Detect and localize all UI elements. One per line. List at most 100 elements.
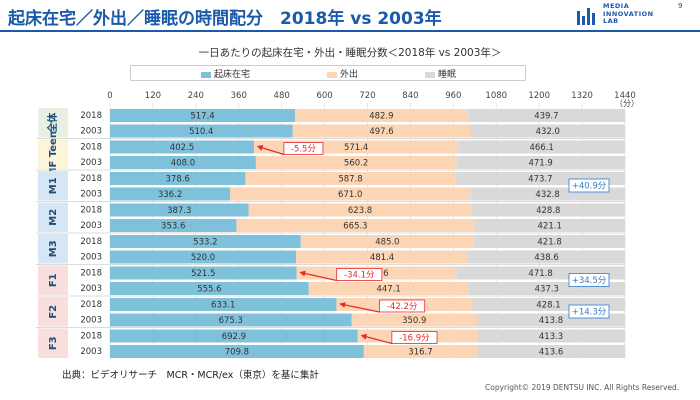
year-label: 2003	[80, 127, 102, 137]
data-label: 438.6	[534, 253, 558, 263]
year-label: 2018	[80, 143, 102, 153]
bar-out	[292, 124, 471, 138]
page-number: 9	[678, 2, 683, 10]
bar-wake-home	[110, 140, 254, 154]
data-label: 473.7	[528, 175, 552, 185]
bar-sleep	[477, 345, 626, 358]
data-label: 421.8	[537, 238, 561, 248]
data-label: 520.0	[191, 253, 215, 263]
data-label: 675.3	[219, 316, 243, 326]
legend-swatch	[327, 71, 337, 78]
group-label: MF Teen	[48, 131, 59, 177]
bar-wake-home	[110, 156, 256, 169]
x-tick-label: 1440	[614, 91, 636, 101]
bar-out	[295, 250, 469, 264]
year-label: 2003	[80, 158, 102, 168]
year-label: 2018	[80, 237, 102, 247]
bar-wake-home	[110, 203, 249, 217]
data-label: 482.9	[369, 112, 393, 122]
logo-text: MEDIA INNOVATION LAB	[603, 2, 654, 25]
year-label: 2003	[80, 347, 102, 357]
chart-title: 一日あたりの起床在宅・外出・睡眠分数＜2018年 vs 2003年＞	[198, 47, 502, 59]
bar-wake-home	[110, 187, 231, 201]
group-label: 全体	[46, 112, 59, 134]
data-label: 413.8	[539, 316, 563, 326]
group-label: F2	[48, 305, 59, 319]
data-label: 413.6	[539, 348, 563, 358]
year-label: 2018	[80, 174, 102, 184]
bar-wake-home	[110, 298, 337, 311]
group-label-box	[38, 328, 68, 358]
bar-wake-home	[110, 313, 352, 327]
bar-out	[351, 313, 478, 327]
change-arrow	[299, 270, 337, 282]
change-arrow	[339, 302, 380, 313]
group-label-box	[38, 139, 68, 169]
bar-wake-home	[110, 109, 296, 122]
data-label: 497.6	[369, 127, 393, 137]
data-label: 671.0	[338, 190, 362, 200]
data-label: 560.2	[344, 159, 368, 169]
data-label: 413.3	[539, 332, 563, 342]
x-tick-label: 960	[445, 91, 461, 101]
bar-wake-home	[110, 266, 297, 280]
data-label: 665.3	[343, 222, 367, 232]
x-tick-label: 120	[145, 91, 161, 101]
year-label: 2003	[80, 253, 102, 263]
sleep-change-badge	[568, 273, 610, 287]
data-label: 439.7	[534, 112, 558, 122]
group-label: M1	[48, 177, 59, 194]
legend-item-out: 外出	[327, 67, 358, 80]
group-label-box	[38, 171, 68, 201]
x-tick-label: 1320	[571, 91, 593, 101]
year-label: 2003	[80, 221, 102, 231]
legend-item-wake-home: 起床在宅	[201, 67, 250, 80]
bar-sleep	[456, 156, 626, 169]
bar-wake-home	[110, 282, 309, 295]
bar-wake-home	[110, 124, 293, 138]
page-title: 起床在宅／外出／睡眠の時間配分 2018年 vs 2003年	[8, 9, 442, 29]
chart-legend: 起床在宅 外出 睡眠	[130, 65, 526, 81]
x-tick-label: 480	[274, 91, 290, 101]
year-label: 2003	[80, 190, 102, 200]
change-badge	[379, 299, 426, 313]
bar-sleep	[471, 203, 625, 217]
bar-out	[245, 172, 456, 185]
data-label: 402.5	[170, 143, 194, 153]
data-label: 587.8	[338, 175, 362, 185]
data-label: 481.4	[370, 253, 394, 263]
x-tick-label: 0	[107, 91, 112, 101]
data-label: 353.6	[161, 222, 185, 232]
group-label-box	[38, 234, 68, 264]
group-label-box	[38, 108, 68, 138]
change-badge	[336, 268, 383, 281]
data-label: 421.1	[538, 222, 562, 232]
legend-swatch	[425, 71, 435, 78]
x-tick-label: 360	[231, 91, 247, 101]
sleep-change-badge	[568, 178, 610, 193]
data-label: 428.1	[536, 301, 560, 311]
data-label: 633.1	[211, 301, 235, 311]
bar-wake-home	[110, 329, 358, 343]
data-label: 521.5	[191, 269, 215, 279]
data-label: 510.4	[189, 127, 213, 137]
bar-out	[255, 156, 457, 169]
x-tick-label: 1200	[528, 91, 550, 101]
x-tick-label: 720	[359, 91, 375, 101]
bar-out	[230, 187, 471, 201]
x-tick-label: 600	[316, 91, 332, 101]
data-label: 517.4	[190, 112, 214, 122]
copyright: Copyright© 2019 DENTSU INC. All Rights R…	[485, 383, 680, 392]
source-note: 出典：ビデオリサーチ MCR・MCR/ex（東京）を基に集計	[62, 370, 319, 381]
media-innovation-lab-logo: MEDIA INNOVATION LAB	[577, 2, 687, 28]
group-label: F3	[48, 336, 59, 350]
bar-wake-home	[110, 250, 296, 264]
change-arrow	[256, 145, 285, 156]
data-label: 447.1	[376, 285, 400, 295]
data-label: 623.8	[348, 206, 372, 216]
x-axis-unit: （分）	[615, 99, 639, 108]
data-label: 709.8	[225, 348, 249, 358]
sleep-change-label: +14.3分	[572, 308, 607, 318]
bar-sleep	[477, 329, 625, 343]
header-divider	[0, 30, 700, 32]
